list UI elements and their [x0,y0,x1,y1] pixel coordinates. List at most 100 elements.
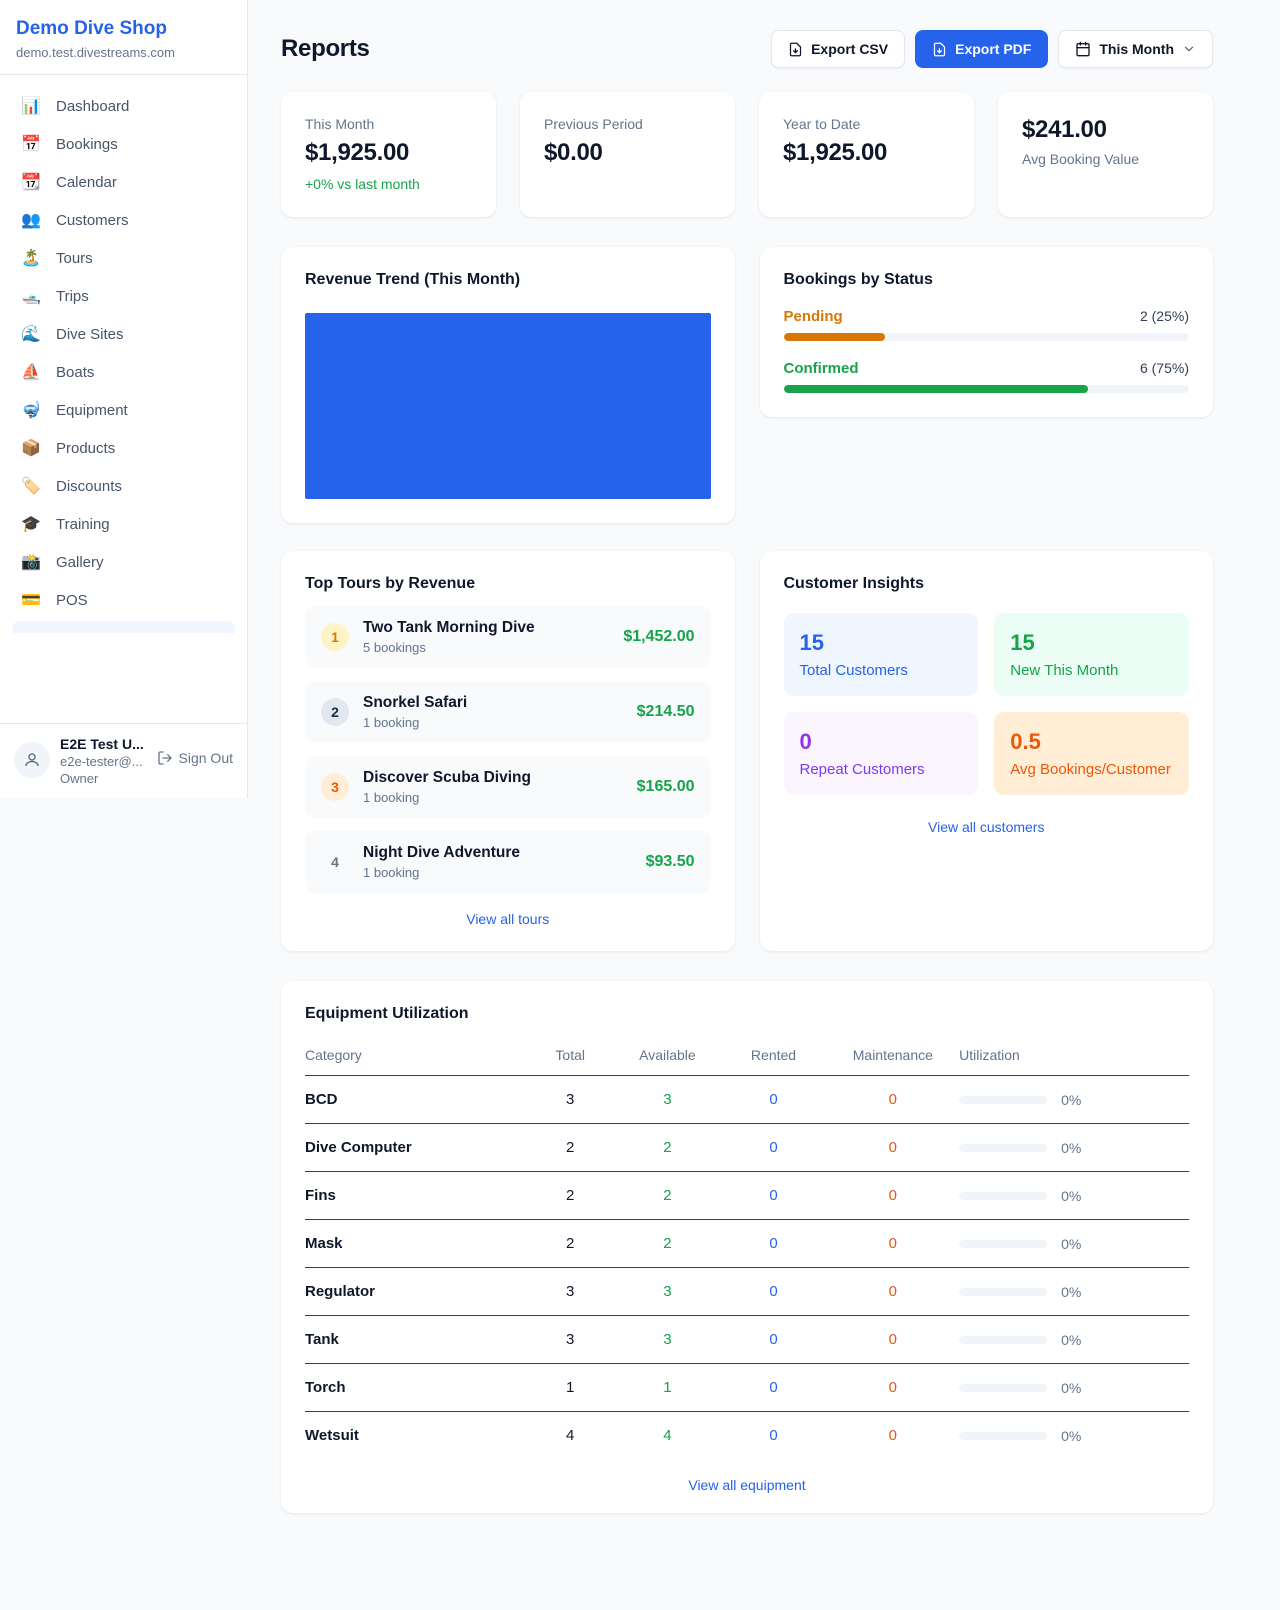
cell-category: Mask [305,1219,526,1268]
page-title: Reports [281,35,370,62]
sidebar-item-label: Products [56,439,116,457]
cell-available: 3 [614,1075,721,1124]
revenue-trend-chart [305,313,711,499]
cell-total: 1 [526,1363,615,1412]
logout-icon [157,751,172,765]
table-row: BCD 3 3 0 0 0% [305,1075,1189,1124]
tile-label: Repeat Customers [799,761,925,778]
tile-total-customers: 15 Total Customers [783,613,979,696]
cell-rented: 0 [769,1427,778,1444]
tour-bookings: 1 booking [363,715,420,730]
tour-name: Discover Scuba Diving [363,769,531,786]
bar-chart-icon: 📊 [21,98,41,115]
sidebar-item-trips[interactable]: 🛥️ Trips [8,277,239,315]
stat-card-year-to-date: Year to Date $1,925.00 [759,92,974,217]
island-icon: 🏝️ [21,250,41,267]
tile-value: 15 [1010,630,1035,655]
cell-total: 2 [526,1171,615,1220]
column-header: Available [614,1037,721,1076]
sidebar-item-equipment[interactable]: 🤿 Equipment [8,391,239,429]
sidebar-item-label: Dive Sites [56,325,124,343]
cell-category: Fins [305,1171,526,1220]
sidebar-item-calendar[interactable]: 📆 Calendar [8,163,239,201]
sidebar-item-discounts[interactable]: 🏷️ Discounts [8,467,239,505]
sidebar-item-dashboard[interactable]: 📊 Dashboard [8,87,239,125]
file-download-icon [789,42,802,56]
period-label: This Month [1099,41,1174,57]
cell-available: 3 [614,1267,721,1316]
sidebar-item-boats[interactable]: ⛵ Boats [8,353,239,391]
top-tours-card: Top Tours by Revenue 1 Two Tank Morning … [281,551,735,951]
cell-utilization: 0% [959,1315,1189,1364]
cell-maintenance: 0 [826,1075,960,1124]
export-csv-label: Export CSV [811,41,889,57]
cell-utilization: 0% [959,1171,1189,1220]
cell-total: 3 [526,1075,615,1124]
stat-value: $1,925.00 [783,139,888,166]
stat-card-this-month: This Month $1,925.00 +0% vs last month [281,92,496,217]
view-all-equipment-link[interactable]: View all equipment [688,1477,806,1493]
period-dropdown[interactable]: This Month [1058,30,1213,68]
tour-bookings: 1 booking [363,790,420,805]
charts-row: Revenue Trend (This Month) Bookings by S… [281,247,1213,523]
utilization-percent: 0% [1061,1235,1082,1252]
sidebar-item-label: Calendar [56,173,117,191]
view-all-customers-link[interactable]: View all customers [928,819,1045,835]
status-label: Pending [783,308,843,325]
customer-insights-title: Customer Insights [783,575,924,592]
rank-badge: 3 [321,773,349,801]
view-all-tours-link[interactable]: View all tours [466,911,550,927]
sidebar-item-customers[interactable]: 👥 Customers [8,201,239,239]
equipment-utilization-card: Equipment Utilization Category Total Ava… [281,981,1213,1513]
cell-rented: 0 [720,1219,827,1268]
avatar [14,742,50,778]
stat-value: $0.00 [544,139,603,166]
sidebar-item-gallery[interactable]: 📸 Gallery [8,543,239,581]
table-row: Tank 3 3 0 0 0% [305,1315,1189,1364]
sidebar-item-products[interactable]: 📦 Products [8,429,239,467]
progress-fill [783,333,885,341]
sidebar-item-bookings[interactable]: 📅 Bookings [8,125,239,163]
tile-new-this-month: 15 New This Month [994,613,1189,696]
equipment-utilization-title: Equipment Utilization [305,1005,469,1022]
sidebar-active-item-partial[interactable] [12,621,235,633]
export-pdf-label: Export PDF [955,41,1032,57]
sidebar-item-pos[interactable]: 💳 POS [8,581,239,619]
cell-category: Wetsuit [305,1427,359,1444]
tour-row: 3 Discover Scuba Diving 1 booking $165.0… [305,756,711,818]
shop-name: Demo Dive Shop [16,18,167,39]
sidebar-item-label: Equipment [56,401,128,419]
utilization-track [959,1287,1048,1296]
cell-utilization: 0% [959,1219,1189,1268]
user-section: E2E Test U... e2e-tester@... Owner Sign … [0,723,247,798]
sidebar-item-dive-sites[interactable]: 🌊 Dive Sites [8,315,239,353]
cell-available: 3 [614,1315,721,1364]
status-label: Confirmed [783,360,859,377]
sidebar-header: Demo Dive Shop demo.test.divestreams.com [0,0,247,75]
sign-out-label: Sign Out [178,750,233,766]
sidebar-item-training[interactable]: 🎓 Training [8,505,239,543]
person-icon [25,753,39,767]
user-name: E2E Test U... [60,736,144,752]
utilization-percent: 0% [1061,1379,1082,1396]
tour-revenue: $214.50 [636,703,695,720]
graduation-cap-icon: 🎓 [21,516,41,533]
cell-total: 2 [526,1123,615,1172]
diving-mask-icon: 🤿 [21,402,41,419]
export-csv-button[interactable]: Export CSV [771,30,906,68]
table-row: Wetsuit 4 4 0 0 0% [305,1412,1189,1460]
utilization-percent: 0% [1061,1187,1082,1204]
export-pdf-button[interactable]: Export PDF [915,30,1049,68]
utilization-track [959,1239,1048,1248]
cell-category: Torch [305,1363,526,1412]
camera-icon: 📸 [21,554,41,571]
tour-revenue: $1,452.00 [623,628,695,645]
utilization-percent: 0% [1061,1139,1082,1156]
status-row-pending: Pending 2 (25%) [783,308,1189,341]
sign-out-button[interactable]: Sign Out [157,750,233,766]
utilization-percent: 0% [1061,1427,1082,1444]
cell-utilization: 0% [959,1363,1189,1412]
sidebar-item-tours[interactable]: 🏝️ Tours [8,239,239,277]
utilization-track [959,1431,1048,1440]
rank-badge: 4 [331,854,339,870]
